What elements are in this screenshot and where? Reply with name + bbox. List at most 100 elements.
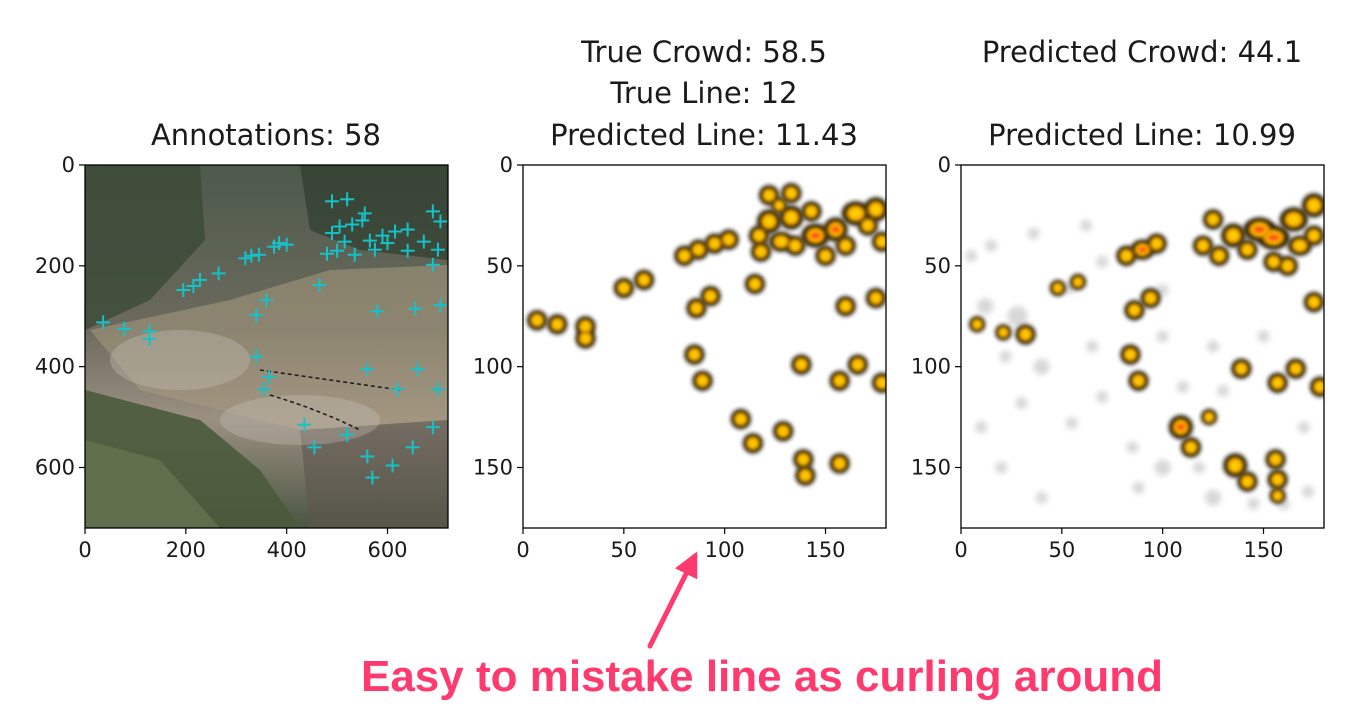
density-blob: [1214, 251, 1224, 260]
x-tick-label: 150: [805, 538, 845, 562]
annotation-marker: [176, 283, 191, 298]
annotation-marker: [340, 192, 355, 207]
annotation-marker: [96, 315, 111, 330]
density-blob: [1269, 257, 1278, 267]
y-tick-label: 150: [911, 456, 951, 480]
annotation-marker: [256, 382, 271, 397]
density-blob: [1228, 230, 1239, 241]
y-tick-label: 150: [473, 456, 513, 480]
y-tick-label: 0: [62, 153, 75, 177]
noise-spot: [1297, 421, 1310, 434]
x-tick-label: 200: [166, 538, 206, 562]
density-peak: [810, 232, 821, 239]
density-blob: [1054, 284, 1062, 292]
annotation-marker: [272, 236, 287, 251]
title-line: Predicted Line: 10.99: [988, 118, 1296, 152]
annotation-marker: [312, 277, 327, 292]
annotation-marker: [279, 237, 294, 252]
density-blob: [1198, 241, 1208, 250]
axis-ticks: 0 200 400 600 0 200 400 600: [35, 153, 408, 562]
noise-spot: [1257, 330, 1270, 343]
density-blobs: [527, 183, 886, 486]
annotation-caption: Easy to mistake line as curling around: [361, 652, 1163, 701]
annotation-marker: [390, 382, 405, 397]
annotation-marker: [410, 362, 425, 377]
density-blob: [680, 251, 689, 260]
density-blob: [619, 283, 629, 293]
density-blob: [1074, 278, 1082, 286]
noise-spot: [1207, 340, 1220, 353]
y-tick-label: 0: [500, 153, 513, 177]
density-blobs: [969, 193, 1324, 504]
panel-annotations: Annotations: 58 0 200 400 600 0 200 400 600: [35, 118, 449, 562]
annotation-marker: [370, 304, 385, 319]
annotation-marker: [340, 427, 355, 442]
annotation-marker: [249, 349, 264, 364]
noise-spot: [1096, 255, 1109, 268]
title-line: True Line: 12: [609, 76, 797, 110]
density-blob: [1152, 239, 1161, 248]
y-tick-label: 50: [486, 254, 513, 278]
density-blob: [690, 350, 699, 359]
density-peak: [1138, 247, 1147, 252]
arrow: [647, 551, 698, 649]
title-line: Predicted Crowd: 44.1: [982, 35, 1302, 69]
noise-spot: [1247, 497, 1260, 510]
density-blob: [877, 378, 886, 388]
noise-spot: [1154, 459, 1171, 476]
density-blob: [1309, 297, 1319, 307]
annotation-marker: [259, 293, 274, 308]
annotation-marker: [117, 321, 132, 336]
density-blob: [694, 245, 703, 254]
plot-frame: [960, 164, 1325, 529]
density-blob: [1146, 293, 1155, 303]
density-blob: [1294, 241, 1305, 250]
annotation-marker: [142, 331, 157, 346]
density-blob: [1243, 477, 1252, 486]
annotation-marker: [425, 257, 440, 272]
x-tick-label: 0: [516, 538, 529, 562]
annotation-marker: [430, 242, 445, 257]
density-blob: [973, 320, 981, 328]
annotation-marker: [425, 420, 440, 435]
annotation-marker: [262, 369, 277, 384]
density-blob: [1283, 261, 1292, 271]
y-tick-label: 100: [473, 355, 513, 379]
density-blob: [835, 459, 844, 468]
annotation-marker: [325, 194, 340, 209]
y-tick-label: 0: [938, 153, 951, 177]
density-blob: [835, 376, 844, 386]
density-blob: [807, 207, 816, 216]
annotation-marker: [337, 234, 352, 249]
noise-spot: [1176, 380, 1189, 393]
density-blob: [581, 334, 590, 343]
x-tick-label: 600: [367, 538, 407, 562]
density-blob: [791, 241, 800, 250]
annotation-marker: [416, 234, 431, 249]
annotation-marker: [297, 417, 312, 432]
density-blob: [841, 241, 850, 250]
density-blob: [748, 439, 758, 448]
annotation-marker: [320, 246, 334, 261]
panel-title: Annotations: 58: [151, 118, 381, 152]
noise-spot: [995, 461, 1008, 474]
noise-spot: [1079, 219, 1093, 232]
density-blob: [1273, 378, 1282, 388]
annotation-marker: [244, 248, 259, 263]
y-tick-label: 50: [924, 254, 951, 278]
density-blob: [1273, 475, 1282, 484]
annotation-marker: [388, 224, 403, 239]
y-tick-label: 200: [35, 254, 75, 278]
density-blob: [801, 471, 810, 480]
annotation-marker: [330, 243, 345, 258]
y-tick-label: 400: [35, 355, 75, 379]
noise-spot: [1192, 461, 1206, 474]
x-tick-label: 100: [1143, 538, 1183, 562]
panel-true-density: True Crowd: 58.5 True Line: 12 Predicted…: [473, 35, 887, 562]
density-peak: [1267, 234, 1280, 241]
noise-spot: [985, 239, 998, 252]
noise-spot: [1156, 283, 1169, 297]
density-blob: [750, 279, 760, 289]
annotation-marker: [433, 298, 448, 313]
